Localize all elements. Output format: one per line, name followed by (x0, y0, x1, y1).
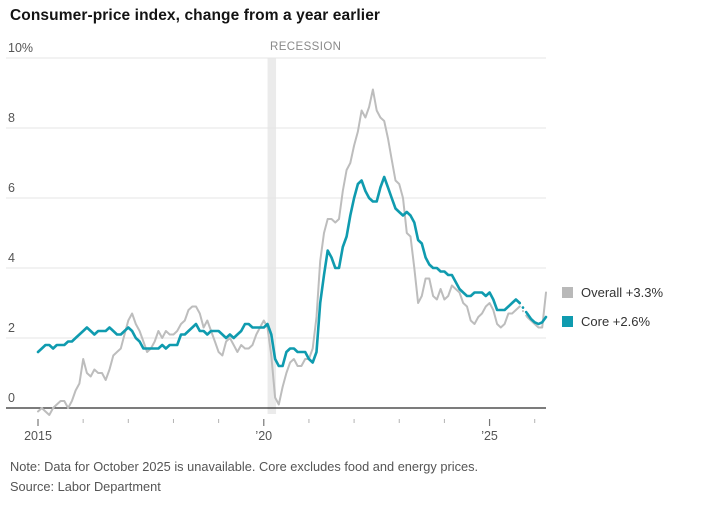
overall-line (37, 88, 547, 416)
cpi-line-chart-canvas: 10% 8 6 4 2 0 2015 ’20 ’25 RECESSION (6, 41, 548, 443)
x-tick-label: ’20 (255, 429, 272, 443)
y-tick-label: 6 (8, 181, 15, 195)
x-tick-label: 2015 (24, 429, 52, 443)
chart-title: Consumer-price index, change from a year… (10, 7, 381, 24)
y-tick-label: 4 (8, 251, 15, 265)
x-tick-label: ’25 (481, 429, 498, 443)
legend-item-core: Core +2.6% (562, 314, 650, 329)
chart-footnotes: Note: Data for October 2025 is unavailab… (10, 457, 478, 497)
recession-label: RECESSION (270, 41, 341, 53)
y-tick-label: 0 (8, 391, 15, 405)
overall-gap-dotted-segment (518, 305, 529, 318)
legend-item-overall: Overall +3.3% (562, 285, 663, 300)
legend-label-core: Core +2.6% (581, 314, 651, 329)
legend-swatch-core (562, 316, 573, 327)
legend-swatch-overall (562, 287, 573, 298)
y-tick-label: 10% (8, 41, 33, 55)
y-tick-label: 8 (8, 111, 15, 125)
chart-legend: Overall +3.3% Core +2.6% (562, 0, 719, 460)
recession-band (267, 58, 277, 414)
legend-label-overall: Overall +3.3% (581, 285, 664, 300)
core-line (36, 175, 548, 368)
source-text: Source: Labor Department (10, 479, 161, 494)
core-gap-dotted-segment (518, 301, 529, 315)
y-tick-label: 2 (8, 321, 15, 335)
note-text: Note: Data for October 2025 is unavailab… (10, 459, 479, 474)
